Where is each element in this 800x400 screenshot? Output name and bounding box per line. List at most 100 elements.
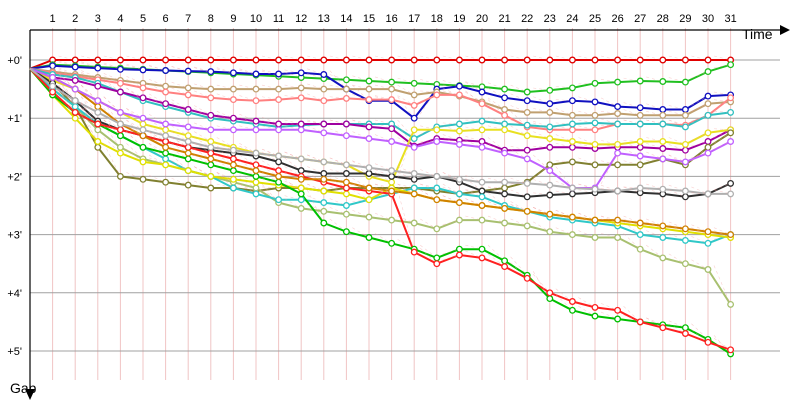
data-point (207, 126, 215, 134)
data-point (659, 120, 667, 128)
step-connector (103, 108, 121, 125)
data-point (297, 190, 305, 198)
data-point (546, 167, 554, 175)
data-point (275, 56, 283, 64)
data-point (116, 132, 124, 140)
data-point (275, 167, 283, 175)
data-point (614, 187, 622, 195)
data-point (229, 114, 237, 122)
data-point (297, 69, 305, 77)
data-point (184, 143, 192, 151)
data-point (727, 231, 735, 239)
x-tick-label: 23 (544, 13, 556, 25)
x-tick-label: 2 (72, 13, 78, 25)
y-tick-label: +3' (7, 230, 22, 242)
data-point (433, 126, 441, 134)
data-point (116, 65, 124, 73)
data-point (229, 85, 237, 93)
x-tick-label: 12 (295, 13, 307, 25)
data-point (94, 56, 102, 64)
step-connector (419, 247, 438, 264)
step-connector (532, 154, 551, 171)
data-point (94, 143, 102, 151)
data-point (365, 213, 373, 221)
data-point (297, 120, 305, 128)
x-tick-label: 29 (679, 13, 691, 25)
data-point (433, 260, 441, 268)
data-point (568, 126, 576, 134)
data-point (410, 170, 418, 177)
data-point (342, 228, 350, 236)
step-connector (58, 79, 76, 101)
data-point (478, 254, 486, 262)
data-point (614, 216, 622, 224)
y-tick-label: +2' (7, 171, 22, 183)
data-point (591, 185, 599, 193)
data-point (184, 181, 192, 189)
data-point (229, 146, 237, 154)
y-axis-title: Gap (10, 380, 37, 396)
data-point (252, 70, 260, 78)
data-point (252, 117, 260, 125)
data-point (275, 152, 283, 160)
data-point (320, 170, 328, 177)
data-point (433, 138, 441, 145)
data-point (162, 149, 170, 157)
series-line (29, 68, 732, 355)
data-point (342, 210, 350, 218)
step-connector (103, 125, 121, 148)
data-point (71, 103, 79, 111)
data-point (139, 132, 147, 140)
data-point (681, 123, 689, 131)
step-connector (623, 233, 641, 250)
data-point (320, 199, 328, 207)
data-point (162, 126, 170, 134)
data-point (636, 219, 644, 227)
data-point (207, 68, 215, 76)
data-point (342, 184, 350, 192)
data-point (71, 76, 79, 84)
data-point (207, 149, 215, 157)
data-point (591, 140, 599, 148)
data-point (365, 170, 373, 177)
data-point (546, 210, 554, 218)
data-point (388, 172, 396, 180)
data-point (94, 138, 102, 145)
data-point (704, 228, 712, 236)
data-point (659, 138, 667, 145)
data-point (501, 111, 509, 119)
data-point (433, 56, 441, 64)
data-point (501, 204, 509, 212)
data-point (388, 85, 396, 93)
data-point (659, 145, 667, 152)
data-point (636, 77, 644, 85)
data-point (184, 56, 192, 64)
series-line (29, 67, 731, 236)
data-point (568, 231, 576, 239)
data-point (546, 161, 554, 169)
data-point (342, 132, 350, 140)
data-point (568, 143, 576, 151)
data-point (252, 85, 260, 93)
data-point (659, 254, 667, 262)
step-connector (126, 131, 144, 148)
data-point (410, 79, 418, 87)
data-point (704, 149, 712, 157)
step-connector (397, 189, 415, 253)
data-point (275, 172, 283, 180)
data-point (681, 225, 689, 233)
data-point (388, 125, 396, 133)
data-point (501, 219, 509, 227)
data-point (229, 161, 237, 169)
data-point (546, 143, 554, 151)
data-point (704, 190, 712, 198)
data-point (229, 167, 237, 175)
step-connector (397, 96, 415, 119)
data-point (455, 120, 463, 128)
data-point (591, 119, 599, 127)
data-point (636, 152, 644, 160)
data-point (681, 260, 689, 268)
data-point (681, 140, 689, 148)
step-connector (306, 189, 325, 224)
data-point (342, 178, 350, 186)
